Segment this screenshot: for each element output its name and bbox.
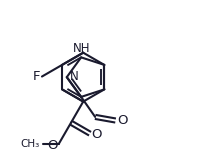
- Text: O: O: [117, 114, 128, 127]
- Text: O: O: [47, 139, 58, 152]
- Text: N: N: [70, 70, 79, 83]
- Text: F: F: [33, 70, 41, 83]
- Text: NH: NH: [73, 41, 90, 55]
- Text: O: O: [92, 128, 102, 142]
- Text: CH₃: CH₃: [21, 139, 40, 149]
